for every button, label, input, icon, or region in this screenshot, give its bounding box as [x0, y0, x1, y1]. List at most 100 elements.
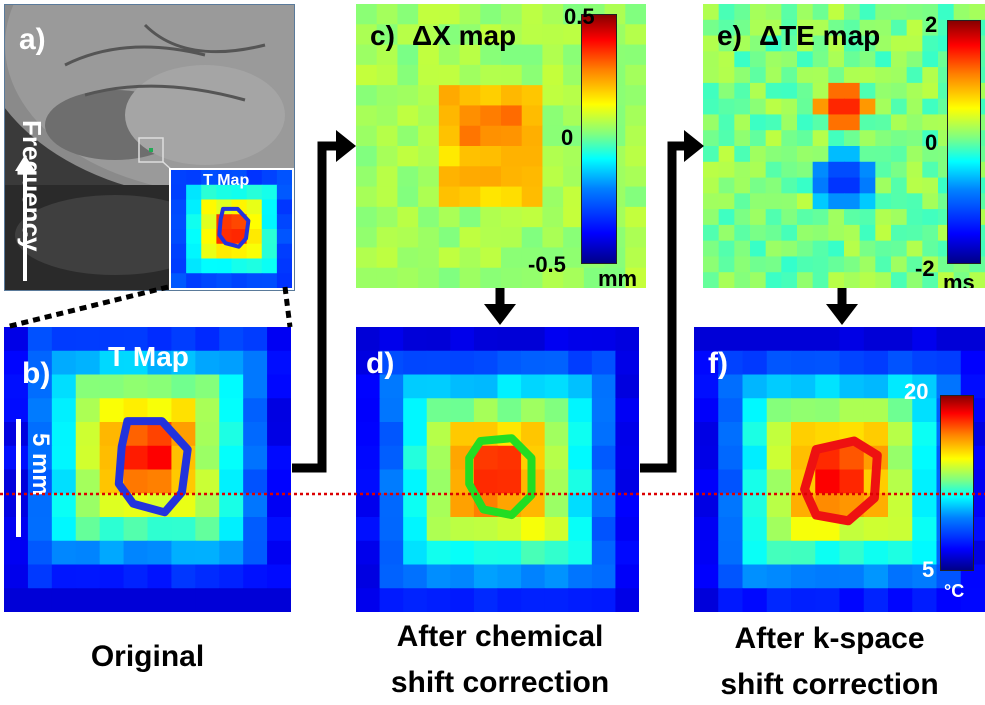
- heatmap-cell: [797, 240, 814, 258]
- heatmap-cell: [922, 67, 939, 84]
- heatmap-cell: [734, 272, 751, 288]
- heatmap-cell: [797, 193, 814, 210]
- caption-f-line2: shift correction: [720, 668, 939, 701]
- heatmap-cell: [844, 272, 861, 288]
- heatmap-cell: [356, 64, 378, 86]
- colorbar-f-min: 5: [922, 557, 935, 582]
- heatmap-cell: [694, 469, 719, 494]
- heatmap-cell: [839, 540, 865, 566]
- heatmap-cell: [734, 82, 751, 100]
- heatmap-cell: [906, 82, 923, 100]
- heatmap-cell: [356, 517, 381, 542]
- heatmap-cell: [718, 272, 735, 288]
- heatmap-cell: [750, 98, 767, 116]
- heatmap-cell: [875, 240, 892, 258]
- heatmap-cell: [501, 247, 523, 269]
- heatmap-cell: [781, 224, 798, 242]
- heatmap-cell: [912, 445, 938, 471]
- heatmap-cell: [766, 517, 792, 542]
- heatmap-cell: [828, 67, 845, 84]
- heatmap-cell: [261, 170, 278, 186]
- heatmap-cell: [863, 540, 889, 566]
- colorbar-e-min: -2: [915, 256, 935, 281]
- heatmap-cell: [267, 469, 291, 494]
- heatmap-cell: [356, 350, 381, 376]
- heatmap-cell: [734, 256, 751, 273]
- heatmap-cell: [276, 184, 292, 201]
- heatmap-cell: [544, 398, 569, 423]
- heatmap-cell: [828, 130, 845, 147]
- heatmap-cell: [591, 469, 617, 494]
- heatmap-cell: [936, 350, 962, 376]
- heatmap-cell: [828, 4, 845, 21]
- heatmap-cell: [243, 469, 268, 494]
- heatmap-cell: [542, 105, 564, 127]
- heatmap-cell: [521, 422, 546, 447]
- heatmap-cell: [501, 125, 523, 147]
- heatmap-cell: [521, 350, 546, 376]
- heatmap-cell: [815, 350, 841, 376]
- heatmap-cell: [812, 272, 829, 288]
- heatmap-cell: [27, 398, 53, 423]
- heatmap-cell: [542, 267, 564, 288]
- heatmap-cell: [718, 350, 744, 376]
- heatmap-cell: [615, 517, 639, 542]
- heatmap-cell: [781, 161, 798, 179]
- heatmap-cell: [742, 493, 768, 518]
- heatmap-cell: [859, 114, 876, 131]
- heatmap-cell: [750, 82, 767, 100]
- heatmap-cell: [376, 247, 399, 269]
- heatmap-cell: [615, 564, 639, 589]
- heatmap-cell: [844, 19, 861, 37]
- heatmap-cell: [219, 327, 244, 352]
- heatmap-cell: [544, 493, 569, 518]
- heatmap-cell: [718, 540, 744, 566]
- heatmap-cell: [450, 540, 475, 566]
- heatmap-cell: [960, 327, 985, 352]
- heatmap-cell: [438, 247, 461, 269]
- heatmap-cell: [859, 193, 876, 210]
- panel-e-title: ΔTE map: [759, 20, 881, 51]
- heatmap-cell: [186, 199, 202, 215]
- heatmap-cell: [703, 67, 720, 84]
- heatmap-cell: [403, 469, 428, 494]
- heatmap-cell: [765, 177, 782, 194]
- colorbar-c-max: 0.5: [564, 4, 595, 29]
- heatmap-cell: [694, 422, 719, 447]
- heatmap-cell: [379, 564, 404, 589]
- heatmap-cell: [742, 327, 768, 352]
- heatmap-cell: [231, 170, 248, 186]
- heatmap-cell: [703, 256, 720, 273]
- heatmap-cell: [615, 422, 639, 447]
- heatmap-cell: [426, 327, 451, 352]
- panel-c-label: c): [370, 20, 395, 51]
- heatmap-cell: [459, 247, 481, 269]
- heatmap-cell: [51, 469, 77, 494]
- heatmap-cell: [521, 44, 544, 66]
- heatmap-cell: [891, 51, 908, 68]
- heatmap-cell: [828, 209, 845, 226]
- heatmap-cell: [863, 398, 889, 423]
- heatmap-cell: [473, 327, 499, 352]
- heatmap-cell: [473, 564, 499, 589]
- heatmap-cell: [703, 146, 720, 163]
- heatmap-cell: [844, 51, 861, 68]
- heatmap-cell: [243, 588, 268, 612]
- heatmap-cell: [267, 422, 291, 447]
- heatmap-cell: [859, 130, 876, 147]
- heatmap-cell: [99, 374, 125, 399]
- heatmap-cell: [906, 35, 923, 52]
- heatmap-cell: [123, 540, 149, 566]
- heatmap-cell: [922, 19, 939, 37]
- heatmap-cell: [397, 186, 419, 208]
- heatmap-cell: [891, 4, 908, 21]
- heatmap-cell: [497, 588, 522, 612]
- heatmap-cell: [246, 214, 263, 230]
- heatmap-cell: [765, 19, 782, 37]
- heatmap-cell: [75, 350, 101, 376]
- heatmap-cell: [615, 588, 639, 612]
- heatmap-cell: [480, 125, 502, 147]
- heatmap-cell: [765, 67, 782, 84]
- heatmap-cell: [591, 588, 617, 612]
- heatmap-cell: [591, 445, 617, 471]
